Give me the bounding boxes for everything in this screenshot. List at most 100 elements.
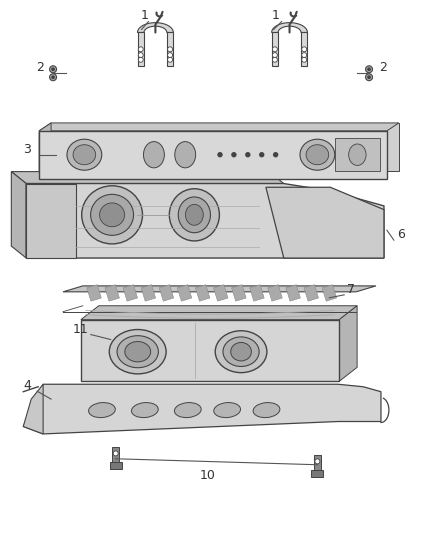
Polygon shape	[138, 23, 173, 33]
Polygon shape	[51, 123, 399, 171]
Ellipse shape	[185, 204, 203, 225]
Circle shape	[168, 47, 173, 52]
Ellipse shape	[91, 195, 134, 236]
Circle shape	[138, 53, 143, 58]
Polygon shape	[39, 123, 51, 179]
Circle shape	[368, 68, 370, 70]
Polygon shape	[26, 183, 76, 258]
Bar	[195, 285, 210, 301]
Circle shape	[168, 57, 173, 62]
Polygon shape	[63, 286, 376, 292]
Circle shape	[272, 57, 277, 62]
Polygon shape	[39, 131, 387, 179]
Circle shape	[366, 66, 373, 72]
Ellipse shape	[223, 337, 259, 367]
Text: 4: 4	[23, 379, 31, 392]
Ellipse shape	[81, 186, 142, 244]
Ellipse shape	[99, 203, 124, 227]
Circle shape	[368, 76, 370, 78]
Polygon shape	[112, 447, 119, 462]
Polygon shape	[26, 183, 384, 258]
Circle shape	[366, 74, 373, 80]
Bar	[232, 285, 246, 301]
Polygon shape	[81, 320, 339, 381]
Polygon shape	[23, 384, 381, 434]
Circle shape	[52, 76, 54, 78]
Text: 11: 11	[73, 322, 88, 336]
Polygon shape	[339, 306, 357, 381]
Bar	[123, 285, 138, 301]
Ellipse shape	[175, 142, 196, 168]
Polygon shape	[11, 172, 26, 258]
Circle shape	[272, 53, 277, 58]
Circle shape	[302, 47, 307, 52]
Bar	[304, 285, 318, 301]
Bar	[286, 285, 300, 301]
Polygon shape	[11, 172, 284, 183]
Circle shape	[246, 153, 250, 157]
Ellipse shape	[144, 142, 164, 168]
Circle shape	[138, 57, 143, 62]
Text: 1: 1	[272, 9, 279, 21]
Text: 10: 10	[200, 469, 216, 482]
Ellipse shape	[117, 336, 159, 368]
Polygon shape	[311, 470, 323, 477]
Circle shape	[218, 153, 222, 157]
Ellipse shape	[349, 144, 366, 165]
Circle shape	[52, 68, 54, 70]
Text: 1: 1	[141, 9, 148, 21]
Ellipse shape	[231, 343, 251, 361]
Circle shape	[315, 459, 320, 464]
Ellipse shape	[170, 189, 219, 241]
Ellipse shape	[131, 402, 158, 417]
Text: 2: 2	[36, 61, 44, 74]
Bar	[177, 285, 192, 301]
Polygon shape	[81, 306, 357, 320]
Bar	[159, 285, 174, 301]
Polygon shape	[110, 462, 122, 469]
Circle shape	[260, 153, 264, 157]
Ellipse shape	[125, 342, 151, 362]
Ellipse shape	[214, 402, 240, 417]
Circle shape	[302, 57, 307, 62]
Circle shape	[272, 47, 277, 52]
Polygon shape	[314, 455, 321, 470]
Circle shape	[138, 47, 143, 52]
Text: 2: 2	[379, 61, 387, 74]
Polygon shape	[23, 384, 43, 434]
Polygon shape	[272, 33, 278, 66]
Circle shape	[49, 66, 57, 72]
Polygon shape	[266, 187, 384, 258]
Ellipse shape	[306, 144, 328, 165]
Polygon shape	[167, 33, 173, 66]
Circle shape	[274, 153, 278, 157]
Ellipse shape	[174, 402, 201, 417]
Ellipse shape	[300, 139, 335, 170]
Ellipse shape	[253, 402, 280, 417]
Polygon shape	[272, 23, 307, 33]
Circle shape	[168, 53, 173, 58]
Ellipse shape	[88, 402, 115, 417]
Text: 7: 7	[347, 283, 355, 296]
Bar	[87, 285, 101, 301]
Circle shape	[302, 53, 307, 58]
Text: 6: 6	[397, 228, 405, 241]
Ellipse shape	[215, 331, 267, 373]
Polygon shape	[138, 33, 144, 66]
Ellipse shape	[73, 144, 95, 165]
Circle shape	[49, 74, 57, 80]
Text: 3: 3	[23, 143, 31, 156]
Ellipse shape	[178, 197, 210, 233]
Circle shape	[232, 153, 236, 157]
Polygon shape	[335, 138, 380, 172]
Bar	[214, 285, 228, 301]
Bar	[250, 285, 264, 301]
Bar	[105, 285, 120, 301]
Polygon shape	[39, 123, 399, 131]
Bar	[141, 285, 155, 301]
Polygon shape	[301, 33, 307, 66]
Circle shape	[113, 451, 118, 456]
Ellipse shape	[110, 329, 166, 374]
Ellipse shape	[67, 139, 102, 170]
Bar	[322, 285, 336, 301]
